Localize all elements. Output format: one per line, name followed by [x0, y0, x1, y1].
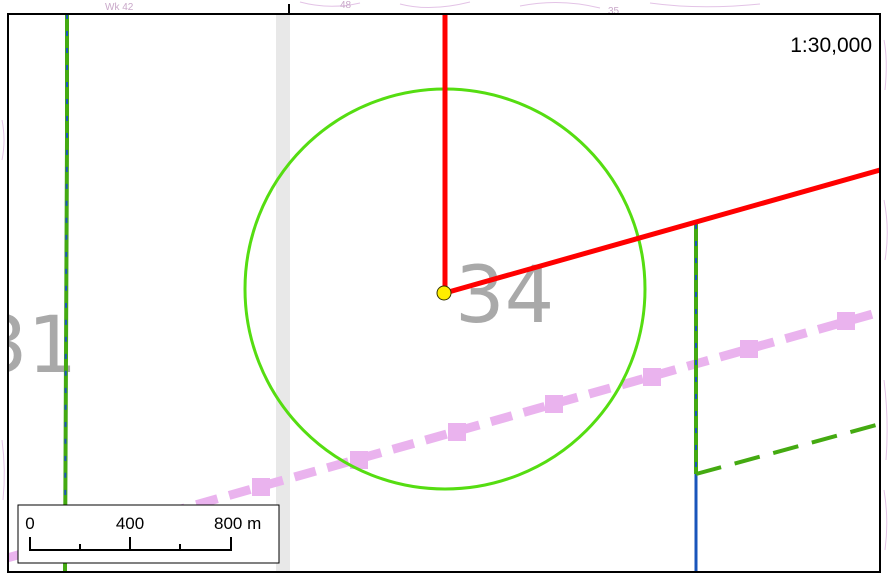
outer-basemap-lines	[1, 1, 888, 551]
scale-tick-label-0: 0	[25, 514, 34, 533]
gray-road	[276, 14, 290, 572]
basemap-label-3: 35	[608, 6, 620, 17]
scale-ratio: 1:30,000	[790, 34, 872, 57]
scale-bar-box	[17, 504, 280, 564]
basemap-label-1: Wk 42	[105, 2, 134, 13]
scale-tick-label-400: 400	[116, 514, 144, 533]
dashed-green-line	[695, 422, 880, 476]
selected-red-lines	[442, 14, 880, 296]
basemap-label-2: 48	[340, 0, 352, 11]
scale-bar: 0 400 800 m	[17, 504, 280, 564]
selected-point[interactable]	[436, 285, 452, 301]
left-boundary-line	[63, 14, 69, 572]
map-frame-border	[7, 13, 881, 573]
scale-tick-label-800: 800 m	[214, 514, 261, 533]
